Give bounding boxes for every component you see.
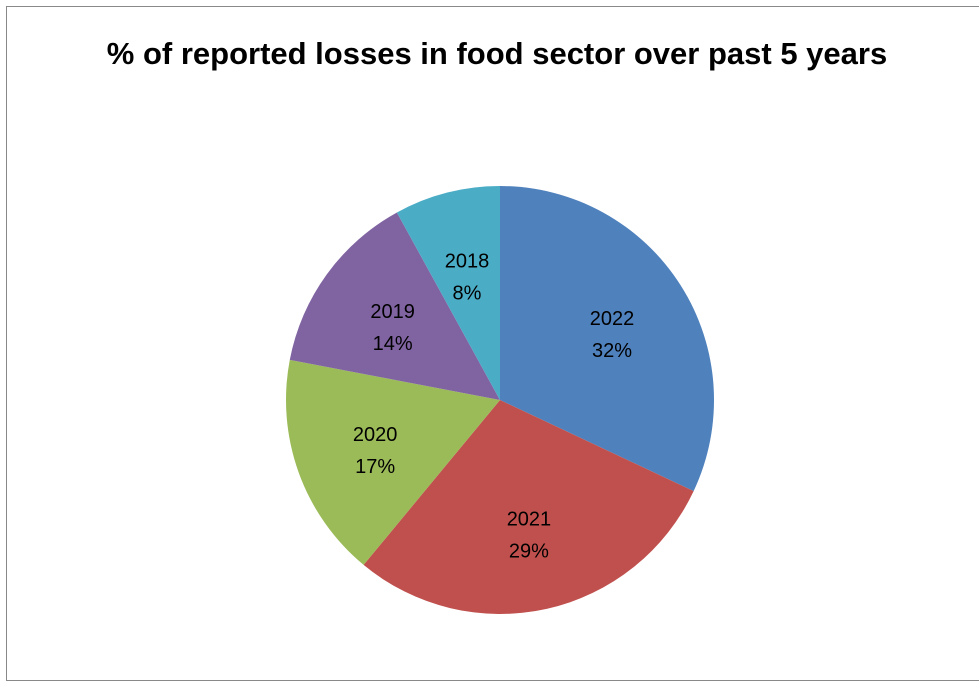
pie-slice-2019 — [289, 212, 500, 400]
chart-title: % of reported losses in food sector over… — [106, 36, 888, 71]
slice-category-label: 2020 — [353, 424, 398, 446]
slice-labels: 2022 32% 2021 29% 2020 17% 2019 14% 2018 8% — [353, 250, 634, 562]
pie-slices — [285, 186, 714, 614]
slice-category-label: 2021 — [507, 508, 552, 530]
slice-percent-label: 17% — [355, 456, 395, 478]
slice-percent-label: 32% — [592, 340, 632, 362]
pie-slice-2021 — [363, 400, 694, 614]
slice-percent-label: 29% — [509, 540, 549, 562]
slice-category-label: 2018 — [445, 250, 490, 272]
slice-category-label: 2022 — [590, 308, 635, 330]
slice-percent-label: 14% — [373, 333, 413, 355]
pie-slice-2020 — [285, 359, 500, 565]
pie-slice-2022 — [500, 186, 714, 492]
slice-category-label: 2019 — [370, 301, 415, 323]
chart-frame: % of reported losses in food sector over… — [6, 6, 979, 681]
slice-percent-label: 8% — [453, 282, 482, 304]
pie-slice-2018 — [396, 186, 500, 400]
pie-chart: 2022 32% 2021 29% 2020 17% 2019 14% 2018 8% — [285, 186, 714, 614]
